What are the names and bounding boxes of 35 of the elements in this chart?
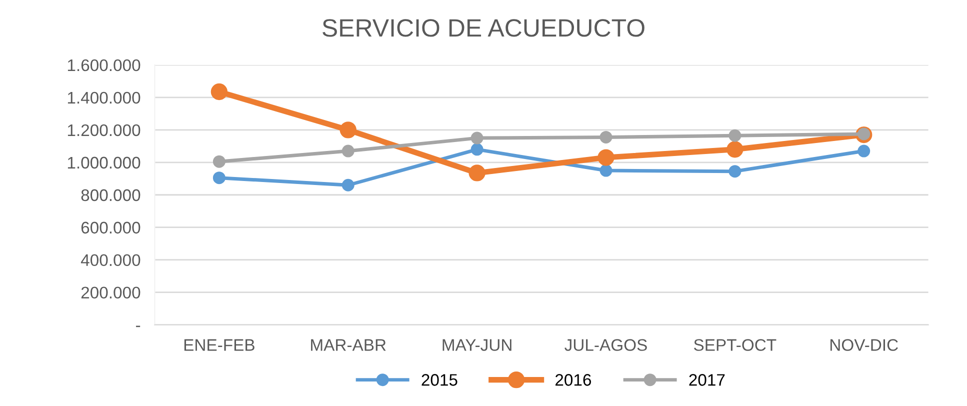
point xyxy=(212,155,226,168)
y-tick-label: 400.000 xyxy=(80,254,140,266)
legend-label: 2016 xyxy=(555,374,591,386)
x-tick-label: JUL-AGOS xyxy=(564,339,647,351)
chart-title: SERVICIO DE ACUEDUCTO xyxy=(322,19,644,37)
y-tick-label: 800.000 xyxy=(81,189,140,202)
point xyxy=(598,149,614,166)
point xyxy=(470,143,484,156)
x-tick-label: MAR-ABR xyxy=(311,339,386,351)
point xyxy=(342,144,354,158)
point xyxy=(212,172,226,184)
x-tick-label: NOV-DIC xyxy=(830,339,898,351)
point xyxy=(728,129,742,142)
y-tick-label: 200.000 xyxy=(81,286,140,299)
legend-label: 2017 xyxy=(689,374,725,386)
point xyxy=(470,132,484,144)
legend-label: 2015 xyxy=(422,374,458,386)
y-tick-label: 1.200.000 xyxy=(68,124,140,136)
point xyxy=(728,165,742,178)
y-tick-label: - xyxy=(136,326,140,328)
y-tick-label: 1.400.000 xyxy=(68,92,140,104)
point xyxy=(600,130,612,144)
point xyxy=(210,83,228,100)
point xyxy=(600,164,612,177)
x-tick-label: SEPT-OCT xyxy=(694,339,776,351)
point xyxy=(342,178,354,192)
x-tick-label: MAY-JUN xyxy=(442,339,512,351)
point xyxy=(340,122,356,138)
y-tick-label: 1.000.000 xyxy=(68,156,140,169)
y-tick-label: 1.600.000 xyxy=(68,59,140,72)
x-tick-label: ENE-FEB xyxy=(184,339,254,351)
y-tick-label: 600.000 xyxy=(81,222,140,234)
point xyxy=(726,141,744,158)
point xyxy=(468,164,486,182)
point xyxy=(858,144,870,158)
